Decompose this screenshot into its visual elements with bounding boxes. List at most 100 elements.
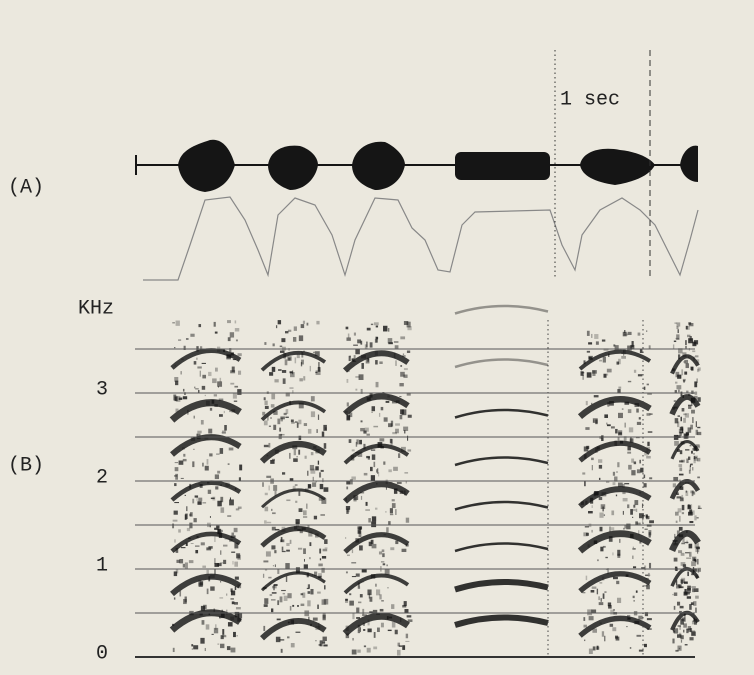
speckle	[315, 466, 318, 470]
speckle	[303, 516, 307, 518]
speckle	[601, 598, 602, 602]
speckle	[215, 332, 218, 334]
speckle	[363, 431, 366, 434]
speckle	[672, 594, 674, 595]
speckle	[623, 528, 625, 530]
speckle	[322, 556, 326, 559]
speckle	[367, 328, 371, 331]
speckle	[352, 576, 356, 577]
speckle	[287, 636, 289, 638]
speckle	[230, 383, 234, 385]
speckle	[268, 443, 270, 448]
speckle	[235, 320, 237, 323]
speckle	[629, 427, 633, 432]
speckle	[347, 379, 349, 383]
speckle	[687, 572, 689, 577]
speckle	[695, 546, 699, 552]
speckle	[688, 512, 693, 516]
speckle	[602, 631, 604, 636]
speckle	[224, 635, 225, 637]
speckle	[674, 606, 676, 610]
speckle	[200, 638, 204, 644]
speckle	[638, 616, 642, 620]
speckle	[685, 449, 689, 451]
speckle	[680, 619, 684, 625]
speckle	[581, 371, 584, 376]
speckle	[315, 372, 317, 373]
speckle	[646, 456, 651, 459]
speckle	[202, 463, 203, 467]
speckle	[206, 624, 210, 629]
speckle	[346, 506, 350, 510]
speckle	[275, 529, 279, 530]
speckle	[287, 593, 291, 598]
speckle	[691, 391, 693, 394]
speckle	[285, 563, 289, 569]
speckle	[685, 491, 688, 496]
speckle	[631, 459, 634, 463]
speckle	[694, 456, 698, 461]
speckle	[383, 326, 387, 332]
speckle	[208, 546, 212, 549]
speckle	[392, 622, 396, 628]
speckle	[264, 420, 268, 425]
speckle	[673, 344, 674, 349]
speckle	[390, 514, 393, 515]
speckle	[215, 486, 218, 489]
speckle	[677, 602, 680, 606]
speckle	[215, 474, 219, 479]
speckle	[382, 549, 385, 552]
speckle	[286, 550, 290, 552]
speckle	[621, 356, 626, 359]
speckle	[367, 589, 371, 595]
speckle	[646, 413, 650, 416]
speckle	[291, 419, 294, 421]
speckle	[403, 353, 404, 354]
speckle	[391, 439, 393, 445]
speckle	[395, 360, 397, 366]
speckle	[282, 370, 286, 373]
y-tick-label: 2	[96, 466, 108, 489]
speckle	[644, 387, 646, 390]
speckle	[676, 338, 680, 339]
speckle	[673, 483, 676, 487]
speckle	[315, 640, 316, 641]
speckle	[220, 448, 223, 454]
speckle	[618, 438, 620, 441]
speckle	[183, 454, 185, 457]
speckle	[616, 362, 619, 365]
speckle	[690, 445, 692, 446]
speckle	[633, 547, 634, 548]
speckle	[637, 422, 641, 425]
speckle	[366, 342, 367, 348]
speckle	[298, 450, 300, 455]
speckle	[698, 569, 700, 573]
speckle	[612, 627, 616, 631]
speckle	[636, 590, 638, 592]
speckle	[371, 450, 375, 451]
speckle	[185, 514, 188, 520]
speckle	[371, 521, 376, 527]
speckle	[607, 369, 612, 373]
speckle	[686, 628, 690, 629]
speckle	[317, 592, 321, 594]
speckle	[216, 453, 220, 454]
speckle	[587, 609, 592, 615]
speckle	[199, 583, 203, 587]
speckle	[599, 497, 602, 500]
speckle	[379, 594, 381, 599]
speckle	[391, 604, 394, 609]
speckle	[680, 606, 684, 608]
speckle	[640, 468, 643, 473]
speckle	[681, 417, 682, 421]
speckle	[181, 371, 182, 374]
speckle	[352, 449, 355, 451]
speckle	[216, 526, 219, 528]
speckle	[209, 453, 212, 456]
speckle	[173, 520, 178, 522]
y-tick-label: 0	[96, 642, 108, 665]
speckle	[278, 320, 281, 324]
speckle	[356, 608, 359, 613]
speckle	[682, 505, 685, 510]
speckle	[692, 491, 694, 497]
